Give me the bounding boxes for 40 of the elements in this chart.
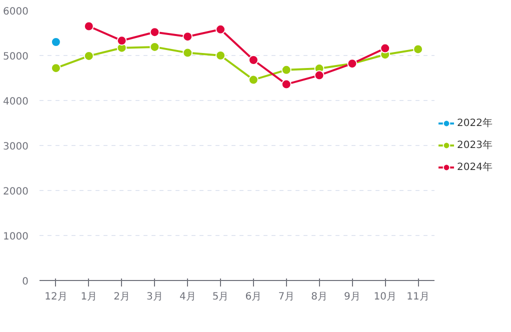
- point: [84, 50, 94, 61]
- x-tick-label: 11月: [406, 292, 430, 302]
- point: [281, 64, 292, 75]
- point: [216, 24, 226, 34]
- x-tick-label: 5月: [212, 292, 229, 302]
- x-tick-label: 10月: [374, 292, 396, 302]
- point: [150, 27, 160, 38]
- point: [50, 63, 61, 74]
- point: [281, 79, 292, 90]
- point: [182, 32, 193, 42]
- point: [248, 55, 258, 65]
- y-tick-label: 5000: [3, 52, 29, 62]
- point: [116, 36, 127, 46]
- x-tick-label: 9月: [344, 292, 360, 302]
- x-tick-label: 3月: [146, 292, 163, 302]
- point: [84, 21, 94, 32]
- point: [150, 42, 160, 52]
- y-tick-label: 1000: [3, 232, 29, 242]
- point: [216, 50, 226, 60]
- point: [50, 37, 61, 47]
- x-tick-label: 12月: [44, 292, 68, 302]
- y-tick-label: 4000: [3, 96, 29, 108]
- x-tick-label: 8月: [311, 292, 328, 302]
- x-tick-label: 6月: [245, 292, 262, 302]
- y-tick-label: 2000: [3, 186, 29, 198]
- x-tick-label: 7月: [278, 292, 295, 302]
- point: [182, 48, 193, 58]
- x-tick-label: 4月: [179, 292, 196, 302]
- point: [413, 44, 424, 54]
- point: [380, 43, 390, 54]
- point: [248, 74, 258, 85]
- x-tick-label: 2月: [114, 292, 130, 302]
- point: [314, 70, 324, 80]
- legend-label: 2022年: [457, 117, 492, 130]
- x-tick-label: 1月: [80, 292, 98, 302]
- legend-label: 2024年: [457, 161, 492, 174]
- legend-label: 2023年: [457, 139, 492, 152]
- y-tick-label: 0: [22, 276, 29, 288]
- y-tick-label: 6000: [3, 6, 29, 18]
- y-tick-label: 3000: [3, 142, 29, 152]
